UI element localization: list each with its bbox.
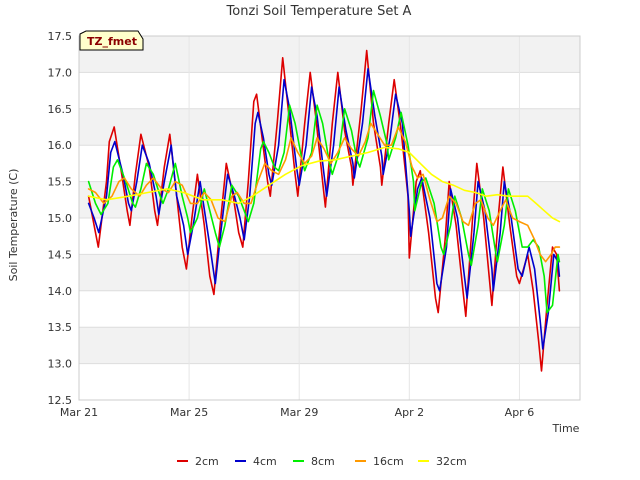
plot-band [79,327,580,364]
legend-label-2cm: 2cm [195,455,219,468]
legend-label-16cm: 16cm [373,455,404,468]
plot-band [79,108,580,146]
plot-band [79,72,580,109]
legend-label-8cm: 8cm [311,455,335,468]
x-tick-label: Apr 2 [395,406,425,419]
y-tick-label: 15.5 [48,176,73,189]
y-tick-label: 14.0 [48,285,73,298]
plot-band [79,363,580,400]
y-tick-label: 13.5 [48,321,73,334]
badge-text: TZ_fmet [87,35,137,48]
y-tick-label: 17.5 [48,30,73,43]
x-tick-label: Mar 21 [60,406,98,419]
x-tick-label: Apr 6 [505,406,535,419]
series-line-16cm [87,122,561,263]
legend-label-4cm: 4cm [253,455,277,468]
y-tick-label: 15.0 [48,212,73,225]
badge-box [79,30,144,51]
series-line-2cm [87,49,561,372]
x-axis-ticks: Mar 21 Mar 25 Mar 29 Apr 2 Apr 6 [60,406,534,419]
station-badge: TZ_fmet [79,30,144,51]
x-axis-label: Time [552,422,580,435]
y-tick-label: 16.0 [48,139,73,152]
chart-title: Tonzi Soil Temperature Set A [226,4,412,19]
series-line-32cm [87,146,561,223]
legend-label-32cm: 32cm [436,455,467,468]
legend: 2cm 4cm 8cm 16cm 32cm [177,455,467,468]
y-tick-label: 16.5 [48,103,73,116]
y-tick-label: 13.0 [48,358,73,371]
y-axis-label: Soil Temperature (C) [7,169,20,282]
y-axis-ticks: 12.5 13.0 13.5 14.0 14.5 15.0 15.5 16.0 16.5 17.0… [48,30,73,407]
plot-band [79,254,580,291]
series-lines [87,49,561,372]
y-tick-label: 17.0 [48,66,73,79]
plot-band [79,36,580,73]
x-tick-label: Mar 29 [280,406,318,419]
plot-frame [78,35,581,401]
series-line-4cm [87,68,561,350]
series-line-8cm [87,89,561,314]
y-tick-label: 12.5 [48,394,73,407]
x-tick-label: Mar 25 [170,406,208,419]
y-tick-label: 14.5 [48,248,73,261]
plot-band [79,290,580,328]
